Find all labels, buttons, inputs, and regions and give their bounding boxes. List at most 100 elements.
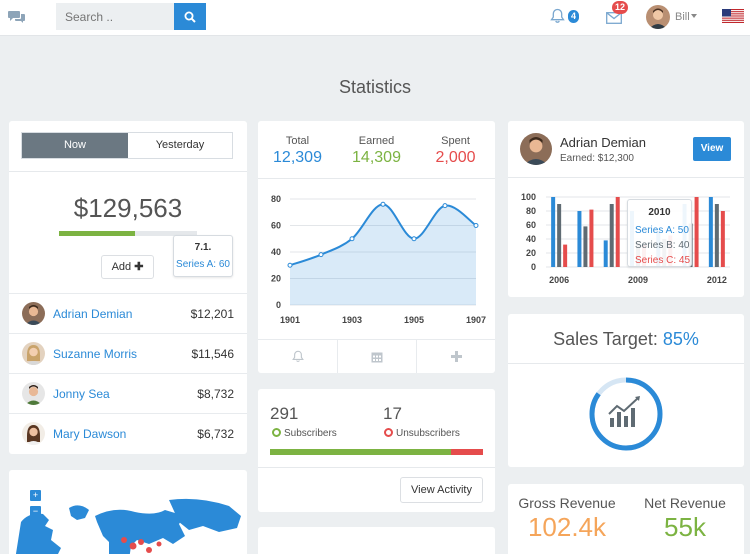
bar [551, 197, 556, 267]
view-activity-button[interactable]: View Activity [400, 477, 483, 503]
y-tick-label: 0 [276, 300, 281, 310]
bar [720, 211, 725, 267]
calendar-icon [371, 352, 383, 362]
page-title: Statistics [338, 77, 412, 97]
line-chart-card: Total 12,309 Earned 14,309 Spent 2,000 0… [258, 121, 495, 373]
bar-chart-tooltip: 2010 Series A: 50 Series B: 40 Series C:… [627, 199, 692, 267]
search-icon [184, 11, 196, 23]
data-point [380, 201, 386, 207]
x-tick-label: 2012 [707, 275, 727, 285]
bar [714, 204, 719, 267]
person-name[interactable]: Jonny Sea [53, 387, 110, 401]
person-amount: $12,201 [190, 307, 234, 321]
stat-label: Spent [441, 135, 470, 147]
user-avatar[interactable] [646, 5, 670, 29]
y-tick-label: 40 [271, 247, 281, 257]
us-flag-icon[interactable] [722, 9, 744, 23]
avatar [22, 422, 45, 445]
y-tick-label: 20 [271, 274, 281, 284]
world-map[interactable] [9, 470, 247, 554]
bar [609, 204, 614, 267]
bar-chart[interactable]: 0 20 40 60 80 100 2006 2009 2012 [508, 179, 744, 297]
bell-icon [291, 350, 304, 363]
search-button[interactable] [174, 3, 206, 30]
search-box [56, 3, 206, 30]
list-item[interactable]: Suzanne Morris $11,546 [9, 333, 247, 373]
tab-yesterday[interactable]: Yesterday [155, 139, 205, 151]
list-item[interactable]: Adrian Demian $12,201 [9, 293, 247, 333]
bar [603, 240, 608, 267]
top-bar: 4 12 Bill [0, 0, 750, 36]
chevron-down-icon[interactable] [691, 14, 697, 18]
person-name[interactable]: Adrian Demian [53, 307, 133, 321]
subscribers-dot [272, 428, 281, 437]
unsubscribers-count: 17 [383, 404, 402, 423]
zoom-in-button[interactable]: + [30, 490, 41, 501]
zoom-out-button[interactable]: − [30, 506, 41, 517]
data-point [411, 236, 417, 242]
bar [557, 204, 562, 267]
stat-total: Total 12,309 [258, 135, 337, 167]
profile-name: Adrian Demian [560, 135, 646, 150]
sales-target-value: 85% [662, 329, 699, 349]
x-tick-label: 1905 [404, 315, 424, 325]
divider [9, 171, 247, 172]
unsubscribers-dot [384, 428, 393, 437]
list-item[interactable]: Jonny Sea $8,732 [9, 373, 247, 413]
map-marker[interactable] [121, 537, 127, 543]
map-marker[interactable] [156, 541, 162, 547]
map-marker[interactable] [138, 539, 144, 545]
view-button[interactable]: View [693, 137, 731, 161]
add-button[interactable]: Add ✚ [101, 255, 154, 279]
data-point [318, 252, 324, 258]
y-tick-label: 0 [531, 262, 536, 272]
person-amount: $6,732 [197, 427, 234, 441]
avatar [22, 382, 45, 405]
bar [694, 197, 699, 267]
plus-icon: ✚ [134, 261, 144, 273]
tab-now[interactable]: Now [22, 133, 128, 158]
sales-target-card: Sales Target: 85% [508, 314, 744, 467]
map-card: + − [9, 470, 247, 554]
stat-spent: Spent 2,000 [416, 135, 495, 167]
x-tick-label: 1903 [342, 315, 362, 325]
gross-revenue-value: 102.4k [527, 512, 607, 542]
balance-card: Now Yesterday $129,563 Add ✚ Adrian Demi… [9, 121, 247, 454]
x-tick-label: 2009 [628, 275, 648, 285]
balance-amount: $129,563 [73, 193, 183, 223]
subscribers-ratio-fill [270, 449, 452, 455]
avatar [520, 133, 552, 165]
net-revenue-value: 55k [664, 512, 706, 542]
stat-label: Earned [358, 135, 395, 147]
alerts-button[interactable] [258, 339, 337, 373]
sales-target-title: Sales Target: 85% [508, 329, 744, 350]
trend-chart-icon [608, 396, 640, 427]
map-marker[interactable] [146, 547, 152, 553]
line-chart[interactable]: 0 20 40 60 80 1901 1903 1905 1907 [258, 179, 495, 339]
messages-button[interactable]: 12 [606, 1, 636, 28]
tooltip-series-b: Series B: 40 [635, 240, 690, 251]
add-button[interactable] [416, 339, 495, 373]
subscribers-count: 291 [270, 404, 299, 423]
subscribers-legend: Subscribers [272, 428, 337, 439]
bar [708, 197, 713, 267]
bar [563, 244, 568, 267]
tooltip-series-c: Series C: 45 [635, 255, 691, 266]
search-input[interactable] [56, 3, 174, 30]
messages-badge: 12 [612, 1, 629, 14]
profile-earned: Earned: $12,300 [560, 153, 634, 164]
notifications-button[interactable]: 4 [550, 8, 586, 28]
y-tick-label: 40 [526, 234, 536, 244]
map-marker[interactable] [129, 542, 137, 550]
data-point [442, 203, 448, 209]
calendar-button[interactable] [337, 339, 416, 373]
person-name[interactable]: Mary Dawson [53, 427, 127, 441]
person-name[interactable]: Suzanne Morris [53, 347, 138, 361]
list-item[interactable]: Mary Dawson $6,732 [9, 413, 247, 453]
chat-icon[interactable] [8, 8, 26, 26]
y-tick-label: 60 [526, 220, 536, 230]
tooltip-title: 2010 [648, 207, 671, 218]
y-tick-label: 80 [271, 194, 281, 204]
subscribers-label: Subscribers [284, 428, 337, 439]
user-menu-label[interactable]: Bill [675, 11, 690, 23]
